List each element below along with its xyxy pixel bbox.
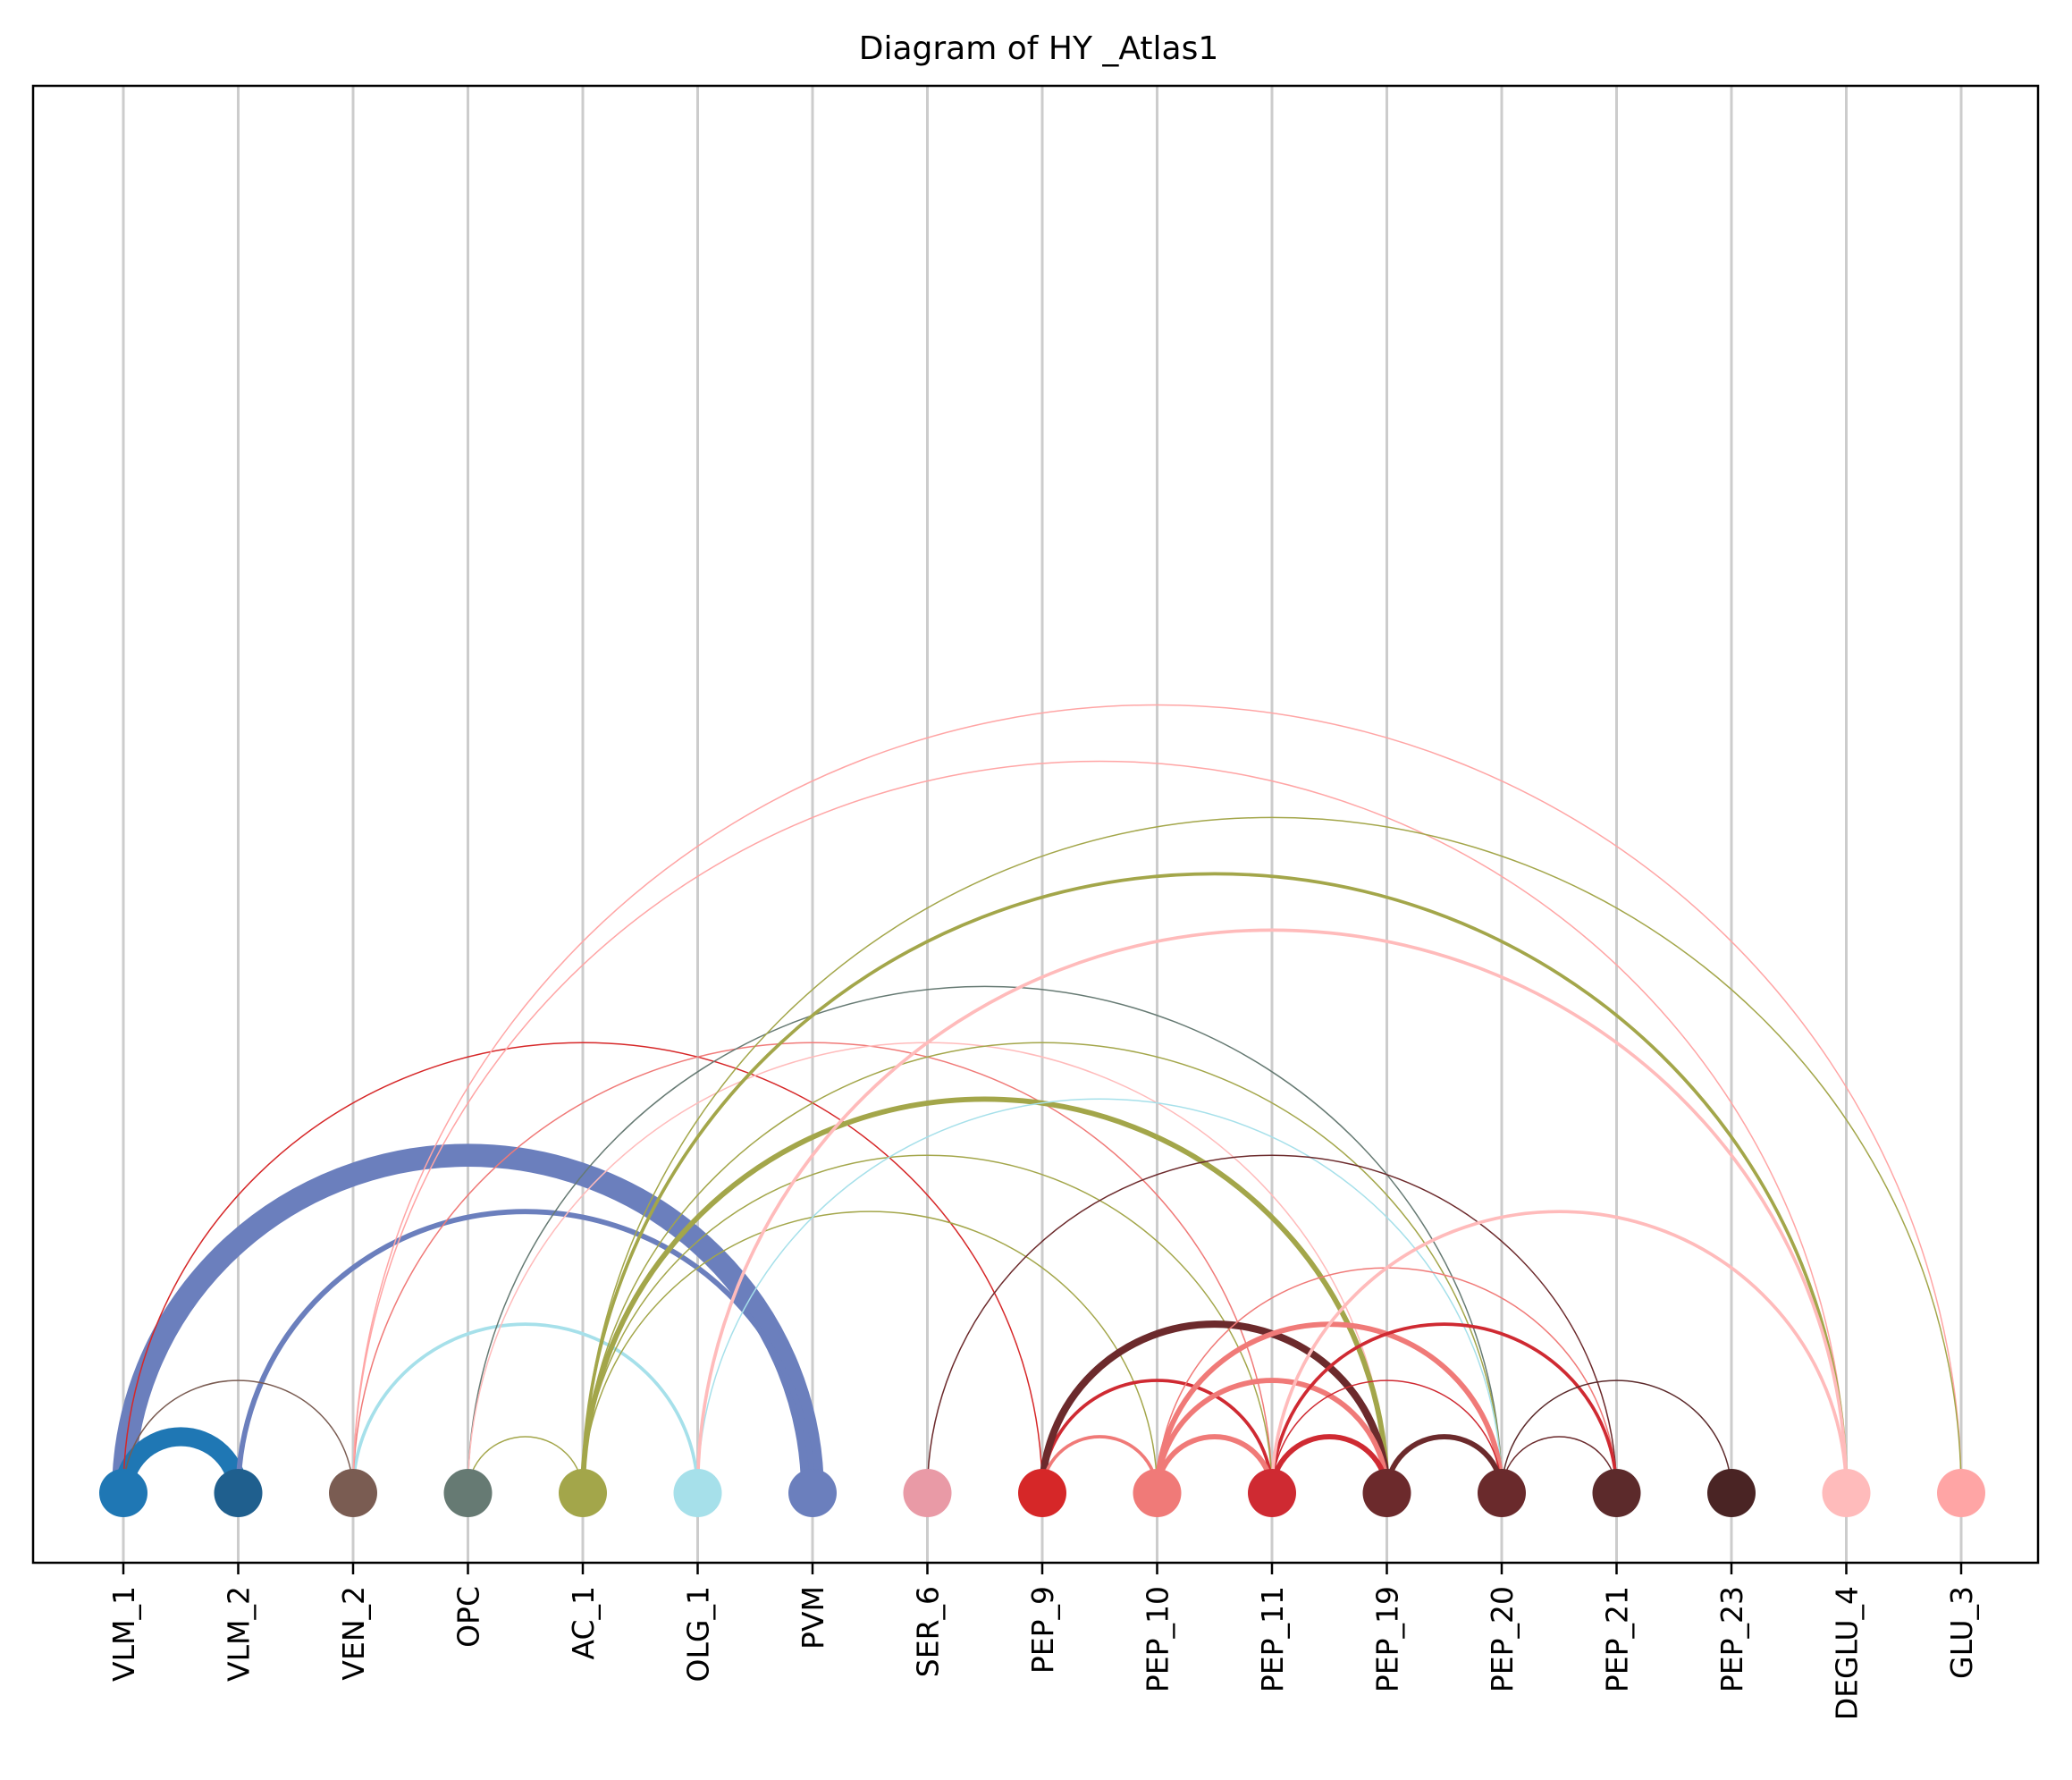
node-PVM [788, 1469, 837, 1517]
x-axis: VLM_1 VLM_2 VEN_2 OPC AC_1 OLG_1 PVM SER_6 PEP_9… [106, 1563, 1979, 1720]
node-PEP_23 [1707, 1469, 1756, 1517]
x-tick-label: GLU_3 [1944, 1586, 1979, 1679]
arc-PEP_20-PEP_21 [1501, 1436, 1618, 1494]
arc-PEP_11-PEP_19 [1269, 1434, 1390, 1494]
x-tick-label: VEN_2 [336, 1586, 371, 1681]
arc-PEP_9-PEP_10 [1040, 1435, 1159, 1494]
arc-AC_1-GLU_3 [582, 816, 1962, 1494]
node-PEP_19 [1362, 1469, 1411, 1517]
nodes [99, 1469, 1985, 1517]
arc-VLM_1-PVM [112, 1143, 824, 1494]
x-tick-label: PEP_21 [1600, 1586, 1635, 1692]
x-tick-label: SER_6 [911, 1586, 946, 1677]
x-tick-label: PEP_10 [1141, 1586, 1175, 1692]
arc-PEP_20-PEP_23 [1501, 1379, 1732, 1494]
arc-VLM_1-PEP_9 [122, 1042, 1043, 1494]
arc-VEN_2-PEP_11 [352, 1042, 1273, 1494]
x-tick-label: OPC [451, 1586, 486, 1648]
node-PEP_20 [1478, 1469, 1526, 1517]
x-tick-label: PVM [796, 1586, 830, 1649]
arc-AC_1-PEP_20 [582, 1042, 1503, 1494]
arc-PEP_9-PEP_11 [1040, 1379, 1274, 1494]
arc-SER_6-PEP_21 [926, 1154, 1618, 1494]
arc-VEN_2-OLG_1 [351, 1322, 700, 1494]
arc-OLG_1-PEP_20 [696, 1098, 1503, 1494]
arc-PEP_19-PEP_20 [1384, 1434, 1504, 1494]
arc-VEN_2-DEGLU_4 [352, 760, 1848, 1494]
node-PEP_21 [1592, 1469, 1641, 1517]
node-VLM_1 [99, 1469, 147, 1517]
plot-frame [31, 84, 2040, 1565]
x-tick-label: DEGLU_4 [1830, 1586, 1865, 1720]
node-VLM_2 [214, 1469, 263, 1517]
arc-OLG_1-DEGLU_4 [695, 928, 1849, 1494]
arc-VLM_1-VLM_2 [114, 1427, 248, 1494]
arc-PEP_10-PEP_19 [1154, 1378, 1390, 1494]
x-tick-label: PEP_9 [1025, 1586, 1060, 1674]
node-OPC [443, 1469, 493, 1517]
grid-lines [122, 86, 1963, 1563]
arc-OPC-PEP_20 [467, 985, 1503, 1494]
node-GLU_3 [1937, 1469, 1985, 1517]
arc-VLM_1-VEN_2 [122, 1379, 354, 1494]
arc-OPC-AC_1 [467, 1436, 584, 1494]
x-tick-label: VLM_1 [106, 1586, 141, 1682]
x-tick-label: PEP_11 [1255, 1586, 1290, 1692]
arc-VEN_2-GLU_3 [352, 704, 1962, 1494]
arc-AC_1-DEGLU_4 [581, 872, 1849, 1494]
arc-AC_1-PEP_11 [582, 1154, 1273, 1494]
node-VEN_2 [329, 1469, 377, 1517]
node-PEP_9 [1018, 1469, 1066, 1517]
x-tick-label: PEP_23 [1714, 1586, 1749, 1692]
x-tick-label: VLM_2 [222, 1586, 257, 1682]
arc-PEP_11-PEP_21 [1270, 1322, 1619, 1494]
arc-VLM_2-PVM [235, 1209, 815, 1494]
node-AC_1 [559, 1469, 607, 1517]
x-tick-label: PEP_19 [1370, 1586, 1405, 1692]
node-OLG_1 [673, 1469, 722, 1517]
x-tick-label: AC_1 [566, 1586, 601, 1660]
arc-PEP_11-PEP_20 [1271, 1379, 1503, 1494]
node-PEP_11 [1248, 1469, 1296, 1517]
arcs [112, 704, 1962, 1494]
chart-title: Diagram of HY _Atlas1 [859, 30, 1219, 67]
node-DEGLU_4 [1822, 1469, 1871, 1517]
arc-PEP_10-PEP_11 [1154, 1434, 1275, 1494]
node-PEP_10 [1133, 1469, 1182, 1517]
x-tick-label: OLG_1 [681, 1586, 716, 1682]
arc-PEP_9-PEP_19 [1038, 1320, 1391, 1494]
node-SER_6 [903, 1469, 952, 1517]
arc-PEP_11-DEGLU_4 [1270, 1210, 1849, 1494]
arc-AC_1-PEP_19 [580, 1096, 1390, 1494]
x-tick-label: PEP_20 [1485, 1586, 1520, 1692]
arc-AC_1-PEP_10 [582, 1211, 1158, 1494]
